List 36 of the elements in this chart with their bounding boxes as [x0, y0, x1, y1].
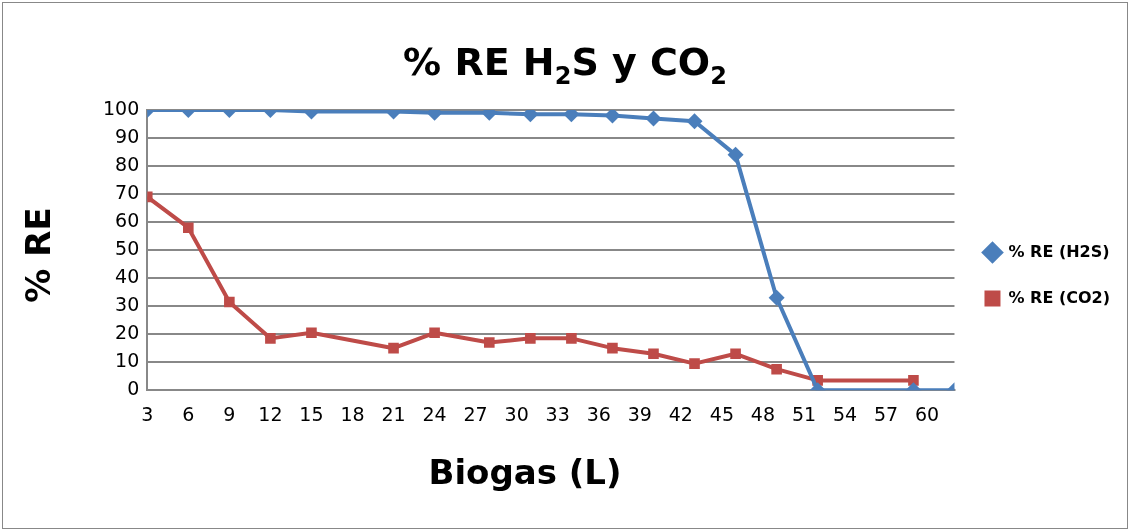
y-axis-title: % RE: [18, 207, 58, 303]
chart-title: % RE H$_{2}$S y CO$_{2}$: [402, 40, 728, 90]
y-tick-label: 70: [115, 181, 140, 203]
x-tick-label: 18: [340, 402, 365, 425]
x-axis-title: Biogas (L): [427, 452, 623, 492]
x-tick-label: 42: [668, 402, 693, 425]
x-tick-label: 3: [141, 402, 154, 425]
x-tick-label: 24: [422, 402, 447, 425]
y-tick-label: 90: [115, 124, 140, 147]
x-tick-label: 57: [873, 402, 899, 425]
y-tick-label: 80: [115, 152, 140, 175]
x-tick-label: 27: [463, 402, 488, 425]
y-tick-label: 20: [115, 321, 140, 344]
legend-label: % RE (H2S): [1008, 241, 1110, 261]
x-tick-label: 30: [504, 402, 529, 425]
x-tick-label: 21: [381, 402, 406, 425]
y-tick-label: 50: [115, 237, 140, 260]
x-tick-label: 48: [750, 402, 776, 425]
x-tick-label: 51: [791, 402, 817, 425]
x-tick-label: 6: [182, 402, 195, 425]
x-tick-label: 54: [832, 402, 858, 425]
x-tick-label: 60: [915, 402, 940, 425]
x-tick-label: 9: [223, 402, 236, 425]
x-tick-label: 33: [545, 402, 570, 425]
y-tick-label: 0: [127, 377, 140, 400]
x-tick-label: 12: [258, 402, 283, 425]
y-tick-label: 30: [115, 293, 140, 316]
y-tick-label: 60: [115, 209, 140, 232]
x-tick-label: 15: [299, 402, 324, 425]
legend-label: % RE (CO2): [1008, 287, 1111, 307]
y-tick-label: 40: [115, 265, 140, 288]
y-tick-label: 100: [103, 96, 140, 119]
x-tick-label: 45: [709, 402, 734, 425]
y-tick-label: 10: [115, 349, 140, 372]
x-tick-label: 39: [627, 402, 652, 425]
x-tick-label: 36: [586, 402, 611, 425]
